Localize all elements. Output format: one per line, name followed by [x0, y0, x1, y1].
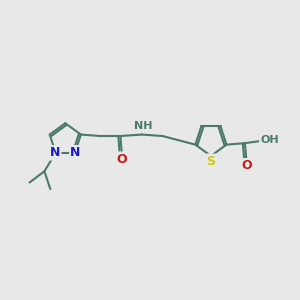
Text: N: N	[70, 146, 81, 159]
Text: N: N	[50, 146, 60, 159]
Text: O: O	[116, 153, 127, 166]
Text: NH: NH	[134, 121, 152, 131]
Text: OH: OH	[260, 135, 279, 145]
Text: O: O	[241, 159, 252, 172]
Text: S: S	[206, 155, 215, 168]
